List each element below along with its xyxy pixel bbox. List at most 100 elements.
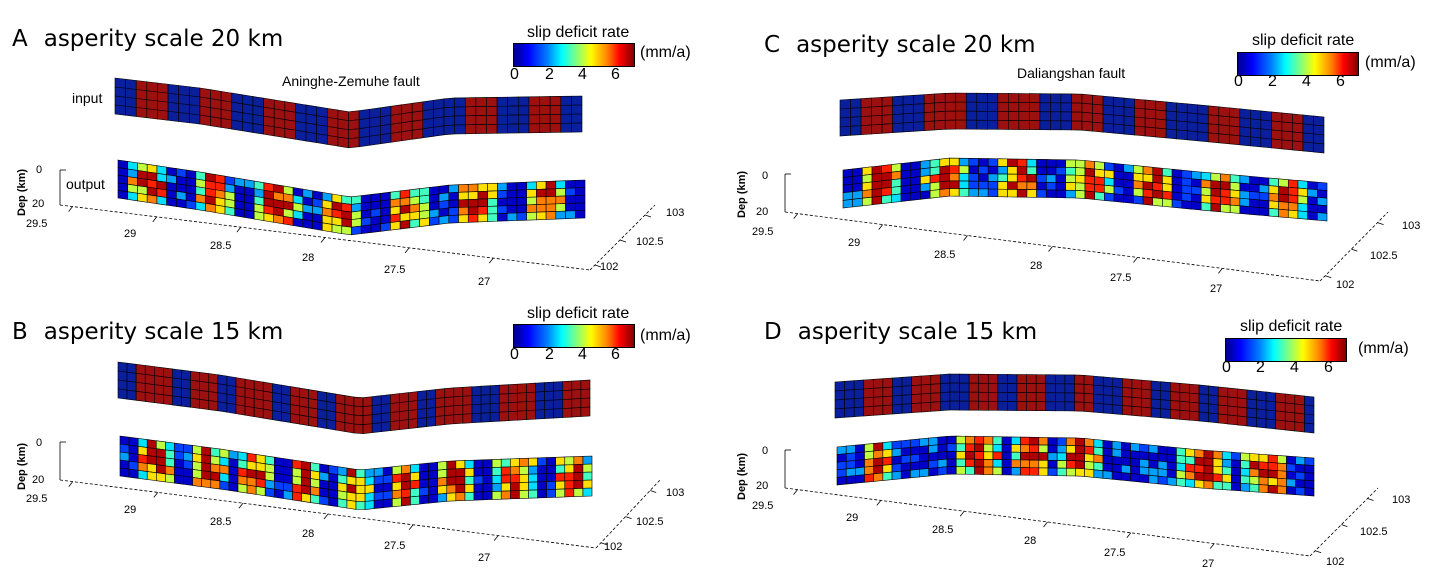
fault-cell — [517, 410, 527, 421]
fault-cell — [528, 457, 538, 467]
fault-cell — [473, 483, 484, 493]
fault-cell — [974, 436, 985, 445]
fault-cell — [252, 123, 264, 135]
fault-cell — [382, 482, 393, 493]
fault-cell — [444, 396, 455, 407]
lat-tick: 27.5 — [384, 264, 406, 276]
fault-cell — [165, 465, 175, 476]
fault-cell — [560, 113, 572, 124]
fault-cell — [1191, 193, 1202, 203]
fault-cell — [475, 124, 487, 134]
fault-cell — [125, 105, 137, 117]
fault-cell — [380, 403, 391, 414]
fault-cell — [844, 398, 855, 409]
fault-cell — [462, 413, 473, 424]
fault-cell — [128, 436, 139, 447]
fault-cell — [408, 409, 418, 420]
fault-cell — [902, 94, 914, 106]
fault-cell — [1134, 116, 1146, 128]
fault-cell — [565, 195, 576, 204]
fault-cell — [438, 200, 450, 210]
fault-cell — [346, 499, 357, 510]
fault-cell — [156, 456, 166, 467]
lat-tick: 29 — [848, 237, 861, 249]
depth-tick: 20 — [32, 198, 45, 210]
fault-cell — [462, 395, 473, 406]
fault-cell — [968, 382, 980, 393]
lat-tick-mark — [1048, 246, 1053, 252]
fault-cell — [1271, 138, 1283, 150]
fault-cell — [119, 459, 130, 470]
lat-tick-mark — [1133, 257, 1138, 263]
fault-cell — [1207, 114, 1220, 126]
fault-cell — [1260, 128, 1272, 140]
fault-cell — [410, 495, 420, 506]
fault-cell — [273, 126, 286, 138]
colorbar — [1237, 52, 1359, 76]
lat-tick: 29.5 — [752, 226, 774, 238]
fault-cell — [219, 480, 230, 491]
fault-cell — [1036, 159, 1047, 168]
fault-cell — [842, 183, 853, 194]
fault-cell — [480, 412, 491, 423]
fault-cell — [1084, 468, 1095, 478]
colorbar-tick: 2 — [1256, 359, 1265, 376]
fault-cell — [545, 180, 557, 190]
fault-cell — [845, 460, 856, 470]
fault-cell — [1018, 93, 1030, 103]
fault-cell — [1229, 189, 1241, 199]
fault-cell — [1047, 437, 1058, 446]
fault-cell — [836, 476, 847, 486]
fault-cell — [1045, 401, 1056, 412]
fault-cell — [1029, 111, 1041, 121]
fault-cell — [1141, 379, 1152, 391]
fault-cell — [850, 116, 862, 127]
fault-cell — [940, 382, 951, 393]
fault-cell — [426, 398, 436, 409]
fault-cell — [190, 379, 200, 391]
fault-cell — [371, 395, 382, 406]
fault-cell — [891, 185, 902, 196]
fault-cell — [1093, 454, 1104, 464]
lon-tick-mark — [1351, 248, 1358, 252]
lon-tick: 102.5 — [1360, 526, 1388, 538]
fault-cell — [582, 479, 593, 489]
fault-cell — [1113, 96, 1125, 108]
fault-cell — [1152, 189, 1163, 199]
fault-cell — [1287, 194, 1299, 204]
fault-cell — [165, 441, 175, 452]
fault-cell — [535, 391, 545, 402]
fault-cell — [949, 188, 960, 197]
fault-cell — [301, 492, 311, 503]
fault-cell — [1307, 196, 1318, 206]
fault-cell — [174, 474, 184, 485]
fault-cell — [1001, 436, 1012, 445]
fault-cell — [1302, 141, 1314, 153]
fault-cell — [1170, 409, 1181, 420]
fault-cell — [1217, 395, 1229, 407]
fault-cell — [944, 101, 957, 112]
fault-cell — [1075, 468, 1085, 477]
fault-cell — [1186, 112, 1199, 124]
fault-cell — [1220, 196, 1231, 206]
fault-cell — [183, 467, 193, 478]
fault-cell — [435, 397, 446, 408]
fault-cell — [316, 133, 328, 145]
fault-cell — [860, 97, 872, 108]
fault-cell — [873, 442, 884, 452]
fault-cell — [1171, 168, 1183, 179]
fault-cell — [1081, 102, 1093, 114]
fault-cell — [1001, 444, 1012, 453]
lon-tick: 103 — [666, 487, 685, 499]
fault-cell — [220, 118, 233, 130]
fault-cell — [429, 193, 440, 204]
fault-cell — [955, 119, 967, 130]
fault-cell — [496, 96, 509, 107]
fault-cell — [1016, 158, 1028, 168]
fault-cell — [448, 184, 459, 194]
fault-cell — [226, 384, 237, 396]
fault-cell — [928, 444, 939, 454]
fault-cell — [871, 106, 883, 117]
fault-cell — [355, 477, 366, 486]
fault-cell — [1170, 400, 1181, 411]
